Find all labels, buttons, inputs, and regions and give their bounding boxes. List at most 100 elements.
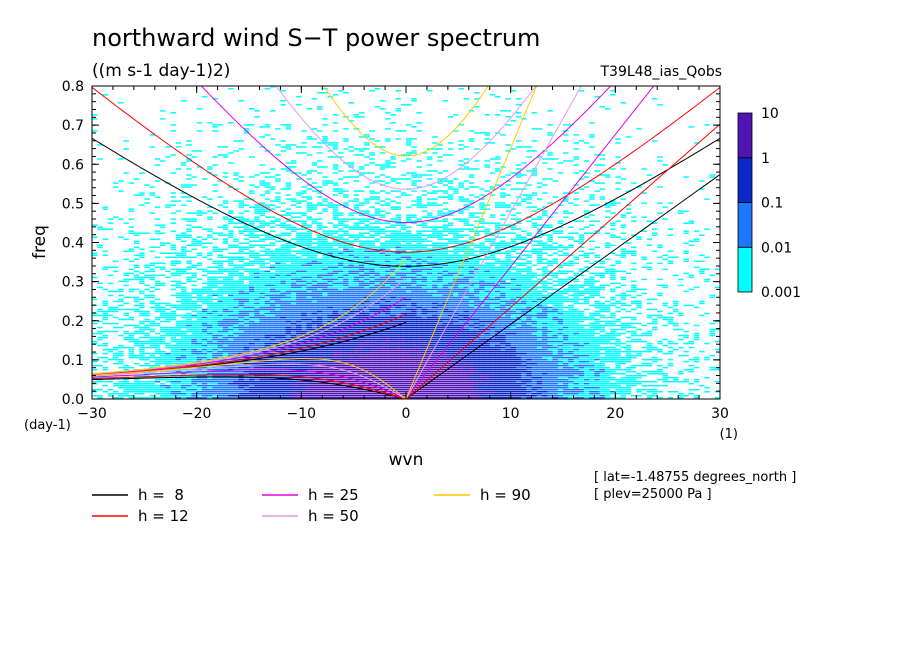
heatmap-cell bbox=[186, 344, 192, 347]
heatmap-cell bbox=[207, 390, 213, 393]
heatmap-cell bbox=[599, 340, 606, 343]
heatmap-cell bbox=[254, 330, 260, 333]
heatmap-cell bbox=[128, 334, 135, 337]
heatmap-cell bbox=[285, 306, 292, 309]
heatmap-cell bbox=[547, 366, 553, 369]
heatmap-cell bbox=[348, 314, 354, 317]
heatmap-cell bbox=[123, 384, 129, 387]
heatmap-cell bbox=[259, 316, 265, 319]
heatmap-cell bbox=[228, 382, 234, 385]
heatmap-cell bbox=[489, 298, 496, 301]
heatmap-cell bbox=[557, 340, 564, 343]
heatmap-cell bbox=[542, 360, 548, 363]
heatmap-cell bbox=[594, 352, 600, 355]
heatmap-cell bbox=[500, 358, 506, 361]
heatmap-cell bbox=[453, 376, 459, 379]
heatmap-cell bbox=[144, 388, 150, 391]
heatmap-cell bbox=[641, 388, 648, 391]
heatmap-cell bbox=[646, 358, 653, 361]
heatmap-cell bbox=[186, 336, 192, 339]
heatmap-cell bbox=[254, 310, 260, 313]
heatmap-cell bbox=[238, 390, 245, 393]
heatmap-cell bbox=[327, 328, 334, 331]
heatmap-cell bbox=[332, 308, 339, 311]
heatmap-cell bbox=[374, 368, 381, 371]
heatmap-cell bbox=[563, 326, 569, 329]
heatmap-cell bbox=[259, 308, 265, 311]
heatmap-cell bbox=[343, 390, 349, 393]
heatmap-cell bbox=[249, 344, 255, 347]
heatmap-cell bbox=[222, 326, 229, 329]
heatmap-cell bbox=[311, 336, 318, 339]
heatmap-cell bbox=[589, 356, 595, 359]
heatmap-cell bbox=[133, 376, 140, 379]
heatmap-cell bbox=[301, 328, 307, 331]
heatmap-cell bbox=[201, 390, 208, 393]
heatmap-cell bbox=[416, 330, 422, 333]
heatmap-cell bbox=[201, 394, 208, 397]
heatmap-cell bbox=[479, 362, 485, 365]
heatmap-cell bbox=[589, 324, 595, 327]
heatmap-cell bbox=[212, 302, 218, 305]
heatmap-cell bbox=[358, 386, 365, 389]
heatmap-cell bbox=[552, 306, 559, 309]
heatmap-cell bbox=[259, 360, 265, 363]
heatmap-cell bbox=[662, 374, 668, 377]
heatmap-cell bbox=[306, 366, 313, 369]
heatmap-cell bbox=[385, 298, 391, 301]
heatmap-cell bbox=[421, 390, 428, 393]
heatmap-cell bbox=[311, 308, 318, 311]
heatmap-cell bbox=[180, 320, 187, 323]
heatmap-cell bbox=[243, 374, 250, 377]
heatmap-cell bbox=[317, 308, 323, 311]
heatmap-cell bbox=[249, 324, 255, 327]
heatmap-cell bbox=[269, 308, 276, 311]
heatmap-cell bbox=[594, 312, 600, 315]
heatmap-cell bbox=[269, 392, 276, 395]
heatmap-cell bbox=[385, 362, 391, 365]
heatmap-cell bbox=[515, 390, 522, 393]
heatmap-cell bbox=[107, 310, 114, 313]
heatmap-cell bbox=[515, 396, 522, 399]
heatmap-cell bbox=[479, 300, 485, 303]
heatmap-cell bbox=[311, 390, 318, 393]
heatmap-cell bbox=[160, 354, 166, 357]
heatmap-cell bbox=[463, 328, 470, 331]
heatmap-cell bbox=[175, 352, 182, 355]
heatmap-cell bbox=[264, 392, 271, 395]
heatmap-cell bbox=[296, 358, 302, 361]
heatmap-cell bbox=[212, 384, 218, 387]
heatmap-cell bbox=[521, 396, 527, 399]
heatmap-cell bbox=[170, 310, 177, 313]
heatmap-cell bbox=[269, 302, 276, 305]
heatmap-cell bbox=[353, 330, 360, 333]
heatmap-cell bbox=[432, 358, 438, 361]
heatmap-cell bbox=[426, 330, 433, 333]
heatmap-cell bbox=[233, 298, 239, 301]
heatmap-cell bbox=[133, 374, 140, 377]
heatmap-cell bbox=[358, 362, 365, 365]
heatmap-cell bbox=[453, 352, 459, 355]
heatmap-cell bbox=[348, 376, 354, 379]
heatmap-cell bbox=[269, 378, 276, 381]
heatmap-cell bbox=[494, 312, 501, 315]
heatmap-cell bbox=[631, 394, 637, 397]
heatmap-cell bbox=[327, 324, 334, 327]
heatmap-cell bbox=[191, 308, 197, 311]
heatmap-cell bbox=[615, 332, 621, 335]
heatmap-cell bbox=[327, 356, 334, 359]
heatmap-cell bbox=[557, 358, 564, 361]
heatmap-cell bbox=[489, 390, 496, 393]
heatmap-cell bbox=[453, 366, 459, 369]
heatmap-cell bbox=[348, 366, 354, 369]
heatmap-cell bbox=[170, 378, 177, 381]
heatmap-cell bbox=[390, 330, 396, 333]
heatmap-cell bbox=[348, 320, 354, 323]
heatmap-cell bbox=[348, 332, 354, 335]
heatmap-cell bbox=[201, 320, 208, 323]
heatmap-cell bbox=[97, 326, 103, 329]
heatmap-cell bbox=[411, 298, 417, 301]
heatmap-cell bbox=[400, 378, 407, 381]
heatmap-cell bbox=[186, 348, 192, 351]
heatmap-cell bbox=[651, 384, 658, 387]
